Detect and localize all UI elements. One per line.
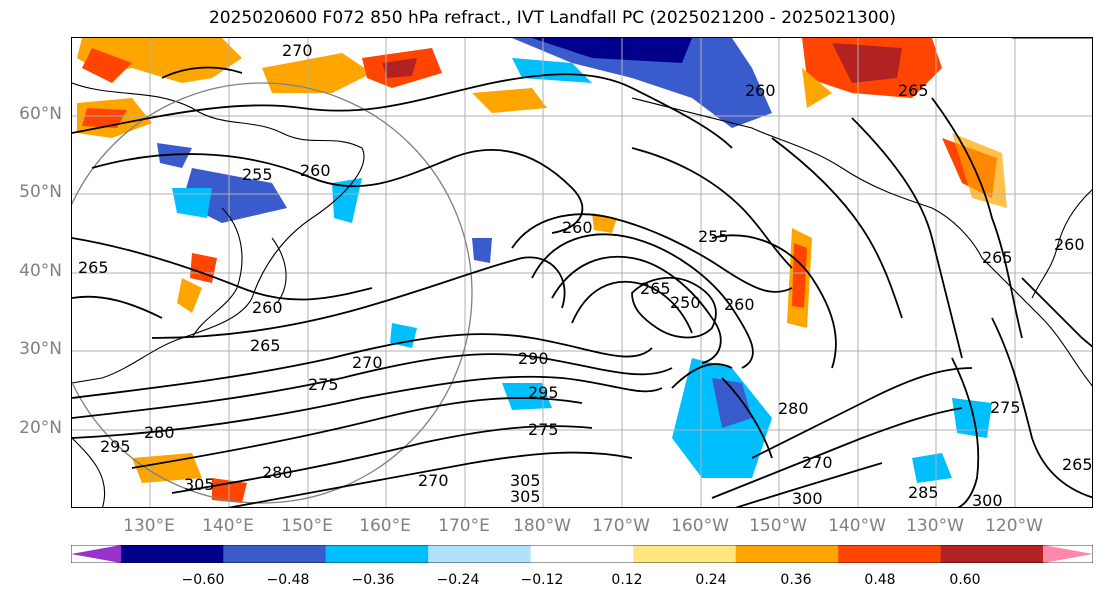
contour-label: 295: [528, 383, 559, 402]
lon-label: 130°W: [906, 516, 964, 536]
lon-label: 160°E: [359, 516, 411, 536]
contour-label: 265: [640, 279, 671, 298]
lon-label: 150°W: [749, 516, 807, 536]
contour-label: 260: [562, 218, 593, 237]
contour-label: 250: [670, 293, 701, 312]
contour-label: 275: [990, 398, 1021, 417]
colorbar-tick-label: 0.48: [864, 572, 896, 588]
colorbar-tick-label: 0.36: [780, 572, 812, 588]
lon-label: 160°W: [671, 516, 729, 536]
contour-label: 270: [418, 471, 449, 490]
contour-label: 265: [78, 258, 109, 277]
colorbar-tick-label: −0.36: [351, 572, 395, 588]
contour-label: 255: [242, 165, 273, 184]
contour-label: 270: [352, 353, 383, 372]
contour-label: 275: [528, 420, 559, 439]
lon-label: 180°W: [513, 516, 571, 536]
colorbar-cell: [223, 545, 326, 563]
contour-label: 265: [250, 336, 281, 355]
colorbar-tick-label: 0.60: [949, 572, 981, 588]
refractivity-contours: [72, 66, 1092, 507]
lon-label: 130°E: [123, 516, 175, 536]
lon-label: 150°E: [281, 516, 333, 536]
contour-label: 300: [792, 489, 823, 508]
colorbar-tick-label: 0.24: [695, 572, 727, 588]
colorbar-tick-label: −0.48: [266, 572, 310, 588]
map-canvas: 270 255 260 260 255 265 250 260 265 270 …: [72, 38, 1093, 508]
contour-label: 260: [745, 81, 776, 100]
contour-label: 260: [724, 295, 755, 314]
contour-label: 260: [1054, 235, 1085, 254]
colorbar-cell: [838, 545, 941, 563]
lon-label: 140°E: [202, 516, 254, 536]
colorbar-cell: [940, 545, 1043, 563]
contour-label: 260: [300, 161, 331, 180]
lon-label: 170°E: [438, 516, 490, 536]
colorbar-cell: [530, 545, 634, 563]
contour-label: 280: [144, 423, 175, 442]
contour-label: 255: [698, 227, 729, 246]
lon-label: 140°W: [828, 516, 886, 536]
map-panel: 270 255 260 260 255 265 250 260 265 270 …: [71, 37, 1093, 508]
contour-label: 290: [518, 349, 549, 368]
contour-label: 305: [510, 471, 541, 490]
contour-label: 280: [262, 463, 293, 482]
contour-label: 280: [778, 399, 809, 418]
contour-label: 265: [898, 81, 929, 100]
colorbar-tick-label: 0.12: [611, 572, 643, 588]
colorbar-tick-label: −0.60: [181, 572, 225, 588]
colorbar-cell: [121, 545, 224, 563]
contour-label: 285: [908, 483, 939, 502]
contour-label: 295: [100, 437, 131, 456]
colorbar-cell: [633, 545, 736, 563]
colorbar-cell: [1043, 545, 1093, 563]
colorbar-cell: [71, 545, 121, 563]
contour-label: 260: [252, 298, 283, 317]
contour-label: 275: [308, 375, 339, 394]
contour-label: 305: [184, 475, 215, 494]
coastlines: [72, 38, 1092, 507]
lat-label: 30°N: [19, 339, 62, 359]
contour-labels: 270 255 260 260 255 265 250 260 265 270 …: [78, 41, 1093, 508]
contour-label: 265: [982, 248, 1013, 267]
lat-label: 20°N: [19, 418, 62, 438]
lat-label: 40°N: [19, 261, 62, 281]
contour-label: 270: [282, 41, 313, 60]
lat-label: 60°N: [19, 104, 62, 124]
lat-label: 50°N: [19, 182, 62, 202]
colorbar-cell: [325, 545, 429, 563]
map-title: 2025020600 F072 850 hPa refract., IVT La…: [208, 8, 896, 28]
colorbar: [71, 545, 1093, 563]
contour-label: 305: [510, 487, 541, 506]
lon-label: 120°W: [985, 516, 1043, 536]
colorbar-tick-label: −0.12: [520, 572, 564, 588]
colorbar-cell: [735, 545, 839, 563]
lon-label: 170°W: [592, 516, 650, 536]
contour-label: 300: [972, 491, 1003, 508]
colorbar-cell: [428, 545, 531, 563]
contour-label: 270: [802, 453, 833, 472]
colorbar-tick-label: −0.24: [436, 572, 480, 588]
graticule: [72, 38, 1092, 507]
reference-circle: [72, 82, 473, 504]
contour-label: 265: [1062, 455, 1093, 474]
